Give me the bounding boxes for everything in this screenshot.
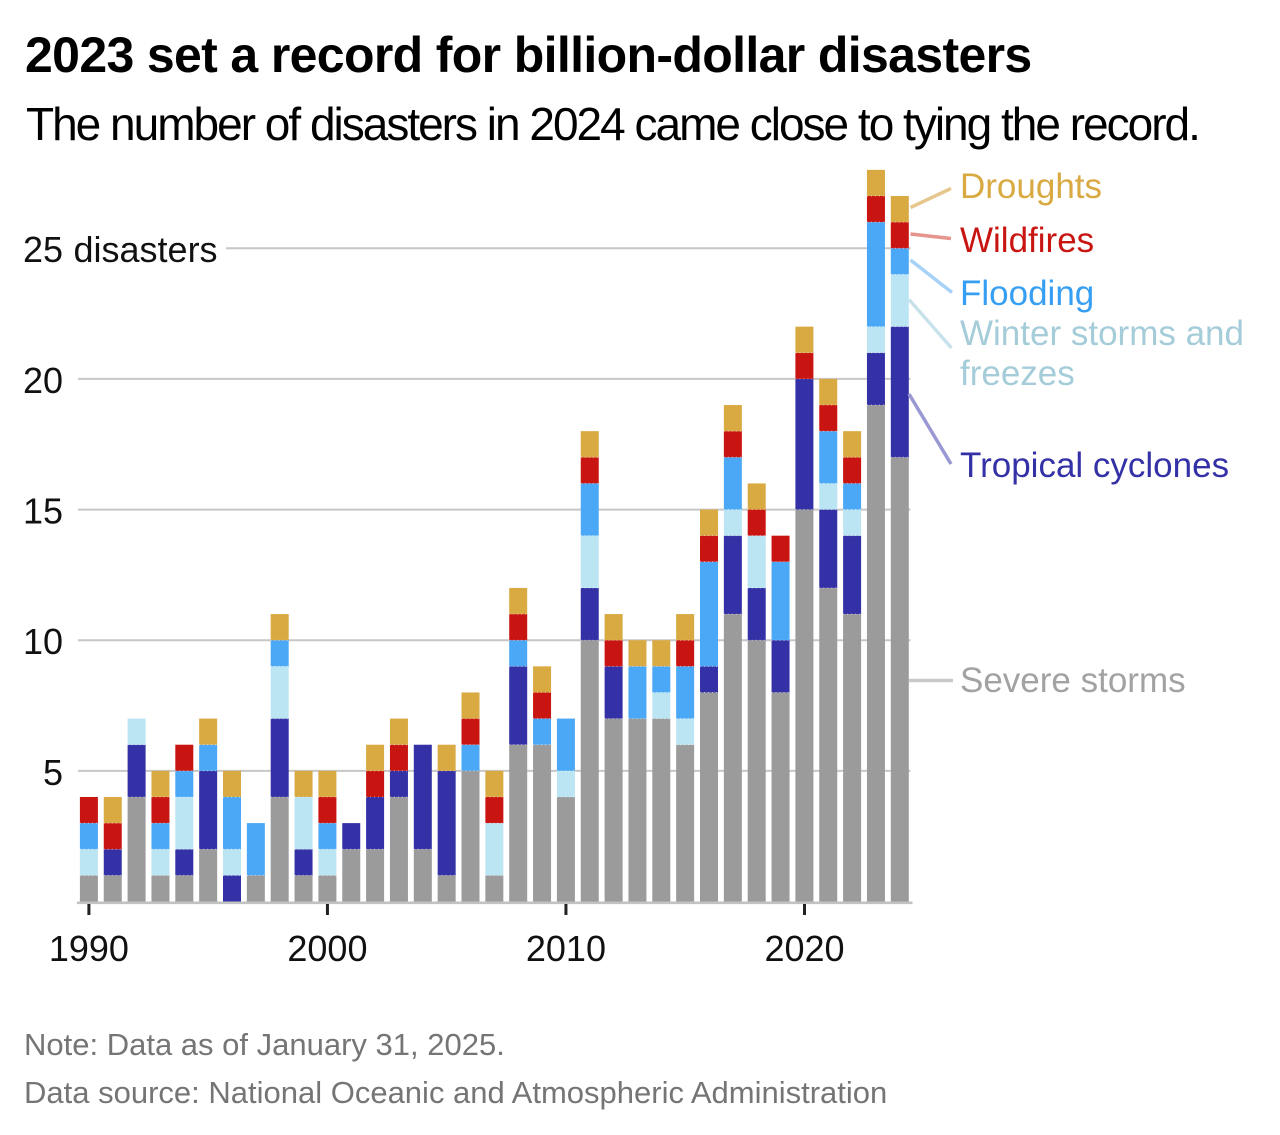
svg-text:Flooding: Flooding [960,274,1094,313]
svg-text:2020: 2020 [764,928,844,969]
svg-text:25: 25 [23,229,63,270]
svg-text:1990: 1990 [49,928,129,969]
svg-text:5: 5 [43,752,63,793]
svg-text:Wildfires: Wildfires [960,221,1094,260]
svg-text:disasters: disasters [74,229,218,270]
svg-text:10: 10 [23,621,63,662]
svg-text:The number of disasters in 202: The number of disasters in 2024 came clo… [26,98,1199,150]
svg-text:15: 15 [23,491,63,532]
svg-text:2023 set a record for billion-: 2023 set a record for billion-dollar dis… [25,27,1032,83]
svg-text:Droughts: Droughts [960,167,1102,206]
svg-text:Tropical cyclones: Tropical cyclones [960,446,1229,485]
svg-text:20: 20 [23,360,63,401]
svg-text:2000: 2000 [287,928,367,969]
svg-text:Note: Data as of January 31, 2: Note: Data as of January 31, 2025. [24,1027,505,1062]
svg-text:Severe storms: Severe storms [960,661,1186,700]
svg-text:2010: 2010 [526,928,606,969]
svg-text:freezes: freezes [960,354,1075,393]
svg-text:Winter storms and: Winter storms and [960,314,1244,353]
svg-text:Data source: National Oceanic: Data source: National Oceanic and Atmosp… [24,1075,887,1110]
